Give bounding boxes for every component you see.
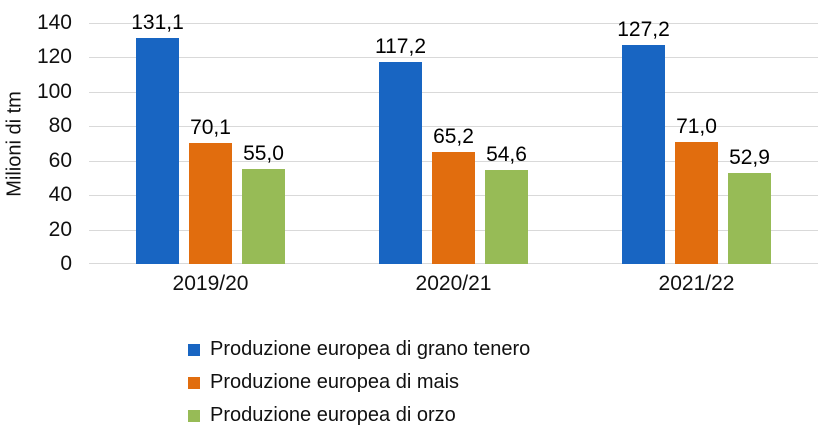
y-tick-label: 60	[48, 148, 72, 172]
bar	[432, 151, 475, 264]
x-tick-label: 2019/20	[172, 272, 249, 295]
legend-item: Produzione europea di grano tenero	[188, 333, 530, 366]
legend-label: Produzione europea di mais	[210, 371, 460, 393]
gridline	[89, 91, 818, 93]
bar-value-label: 65,2	[433, 124, 474, 148]
legend-label: Produzione europea di orzo	[210, 404, 456, 426]
gridline	[89, 57, 818, 59]
legend-swatch	[188, 376, 200, 389]
bar	[728, 172, 771, 264]
bar-value-label: 52,9	[729, 145, 770, 169]
bar-value-label: 71,0	[676, 114, 717, 138]
y-tick-label: 40	[48, 183, 72, 207]
bar-value-label: 55,0	[243, 142, 284, 166]
gridline	[89, 23, 818, 24]
legend: Produzione europea di grano tenero Produz…	[188, 333, 530, 429]
y-tick-label: 100	[36, 79, 72, 103]
legend-swatch	[188, 409, 200, 422]
bar	[675, 141, 718, 264]
bar	[485, 170, 528, 264]
bar	[379, 62, 422, 264]
bar	[242, 169, 285, 264]
legend-item: Produzione europea di mais	[188, 366, 530, 399]
y-tick-label: 120	[36, 45, 72, 69]
legend-item: Produzione europea di orzo	[188, 399, 530, 429]
plot-area: 131,1 70,1 55,0 117,2 65,2 54,6 127,2 71,0 52,9	[89, 11, 818, 264]
bar-value-label: 54,6	[486, 143, 527, 166]
y-tick-label: 20	[48, 217, 72, 241]
x-tick-label: 2020/21	[415, 272, 492, 295]
bar	[189, 143, 232, 264]
legend-swatch	[188, 343, 200, 356]
bar-value-label: 127,2	[617, 18, 670, 42]
y-tick-label: 80	[48, 114, 72, 138]
x-tick-label: 2021/22	[658, 272, 735, 295]
y-tick-label: 0	[60, 252, 72, 275]
bar	[622, 45, 665, 264]
bar-value-label: 70,1	[190, 116, 231, 140]
legend-label: Produzione europea di grano tenero	[210, 338, 531, 360]
bar	[136, 38, 179, 264]
y-axis-title: Milioni di tm	[3, 90, 26, 197]
y-tick-label: 140	[36, 11, 72, 34]
bar-value-label: 117,2	[375, 35, 426, 59]
gridline	[89, 126, 818, 128]
bar-value-label: 131,1	[131, 11, 184, 35]
